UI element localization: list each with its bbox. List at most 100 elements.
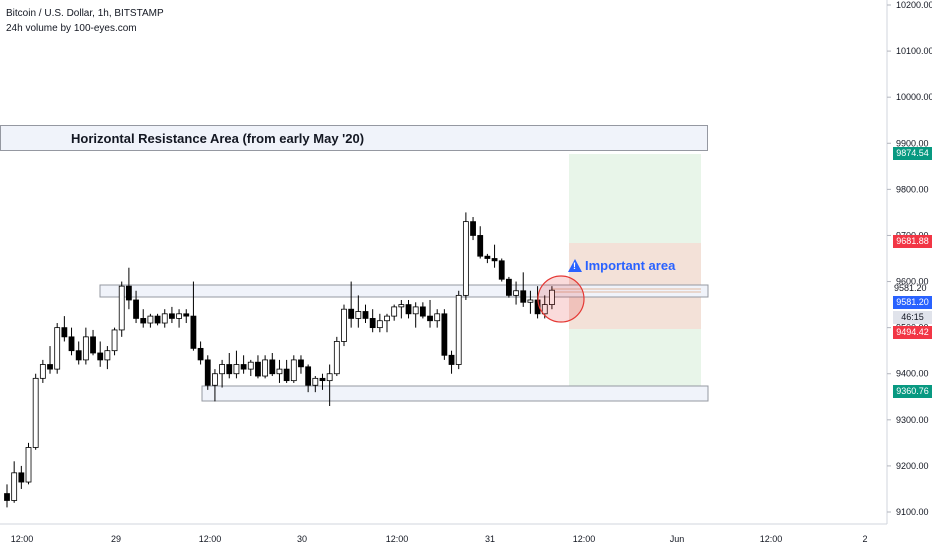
price-tick-label: 9200.00: [896, 461, 929, 471]
candle-down: [97, 352, 104, 361]
candle-up: [391, 306, 398, 317]
candle-up: [434, 313, 441, 322]
candle-up: [549, 289, 555, 305]
candle-up: [82, 336, 89, 361]
important-area-label[interactable]: ! Important area: [568, 258, 675, 273]
highlight-circle: [537, 275, 585, 323]
candles-group: [4, 212, 555, 508]
candle-up: [118, 285, 125, 331]
time-axis[interactable]: 12:00 29 12:00 30 12:00 31 12:00 Jun 12:00 2: [11, 534, 868, 544]
candle-down: [283, 368, 290, 382]
candle-up: [455, 294, 462, 365]
candle-up: [219, 364, 226, 375]
candle-down: [477, 235, 484, 257]
time-tick-label: 12:00: [199, 534, 222, 544]
candle-up: [412, 306, 419, 315]
time-tick-label: Jun: [670, 534, 685, 544]
candle-down: [61, 327, 68, 338]
candle-down: [197, 347, 204, 361]
candle-up: [11, 472, 18, 501]
candle-down: [305, 366, 312, 386]
price-tick-label: 9900.00: [896, 138, 929, 148]
symbol-title[interactable]: Bitcoin / U.S. Dollar, 1h, BITSTAMP: [6, 8, 164, 19]
candle-down: [18, 472, 25, 483]
candle-down: [441, 313, 448, 356]
chart-header: Bitcoin / U.S. Dollar, 1h, BITSTAMP 24h …: [6, 6, 164, 36]
candle-down: [90, 336, 96, 354]
price-axis[interactable]: 9100.009200.009300.009400.009500.009600.…: [887, 0, 932, 517]
indicator-name[interactable]: 24h volume by 100-eyes.com: [6, 23, 137, 34]
candle-up: [25, 447, 32, 483]
candle-down: [362, 311, 369, 319]
candle-down: [125, 285, 132, 301]
important-area-text: Important area: [585, 258, 676, 273]
time-tick-label: 12:00: [11, 534, 34, 544]
candle-down: [491, 258, 498, 262]
price-tick-label: 9400.00: [896, 369, 929, 379]
candle-down: [226, 364, 233, 375]
candle-down: [269, 359, 276, 375]
candle-up: [541, 304, 548, 315]
time-tick-label: 31: [485, 534, 495, 544]
price-tick-label: 9300.00: [896, 415, 929, 425]
time-tick-label: 12:00: [760, 534, 783, 544]
candle-down: [204, 359, 211, 386]
price-tick-label: 9800.00: [896, 184, 929, 194]
candle-down: [498, 260, 505, 280]
candle-up: [54, 327, 61, 370]
candle-down: [427, 315, 433, 322]
candle-up: [104, 350, 111, 361]
candle-down: [319, 377, 326, 382]
candle-down: [75, 350, 82, 361]
candle-up: [262, 359, 269, 377]
candle-up: [212, 373, 218, 386]
candle-up: [32, 377, 39, 448]
candle-down: [255, 361, 261, 377]
time-tick-label: 29: [111, 534, 121, 544]
candle-down: [369, 318, 376, 329]
candle-up: [355, 311, 362, 319]
candle-down: [68, 336, 75, 352]
candle-up: [333, 341, 340, 375]
candle-up: [376, 320, 383, 329]
candle-down: [419, 306, 426, 317]
resistance-area-label[interactable]: Horizontal Resistance Area (from early M…: [0, 125, 708, 151]
candle-up: [398, 304, 405, 308]
candle-up: [384, 315, 390, 322]
support-box: [201, 385, 709, 402]
candle-down: [47, 364, 53, 370]
candle-down: [183, 313, 190, 317]
candle-up: [147, 315, 154, 324]
candle-up: [341, 308, 347, 342]
last-price-plain: 9581.20: [894, 283, 927, 293]
candle-down: [405, 304, 412, 315]
candle-down: [169, 313, 175, 319]
bar-countdown: 46:15: [893, 311, 932, 324]
time-tick-label: 12:00: [386, 534, 409, 544]
profit-zone-upper: [569, 154, 701, 243]
candle-up: [276, 368, 283, 375]
time-tick-label: 2: [862, 534, 867, 544]
candle-up: [326, 373, 333, 382]
support-price-tag: 9360.76: [893, 385, 932, 398]
resistance-box-mid: [99, 284, 709, 298]
candle-up: [462, 221, 469, 296]
candle-down: [190, 315, 197, 349]
candle-down: [470, 221, 476, 236]
candle-up: [39, 364, 46, 379]
price-tick-label: 10000.00: [896, 92, 932, 102]
stop-price-tag: 9681.88: [893, 235, 932, 248]
candle-down: [133, 299, 139, 319]
candle-down: [154, 315, 161, 324]
candle-down: [505, 278, 512, 296]
candle-down: [240, 364, 247, 370]
profit-zone-lower: [569, 329, 701, 389]
last-price-tag: 9581.20: [893, 296, 932, 309]
candle-up: [233, 364, 240, 375]
price-tick-label: 10200.00: [896, 0, 932, 10]
candle-down: [140, 318, 147, 324]
target-price-tag: 9874.54: [893, 147, 932, 160]
candle-up: [176, 313, 182, 319]
candle-down: [448, 354, 455, 365]
